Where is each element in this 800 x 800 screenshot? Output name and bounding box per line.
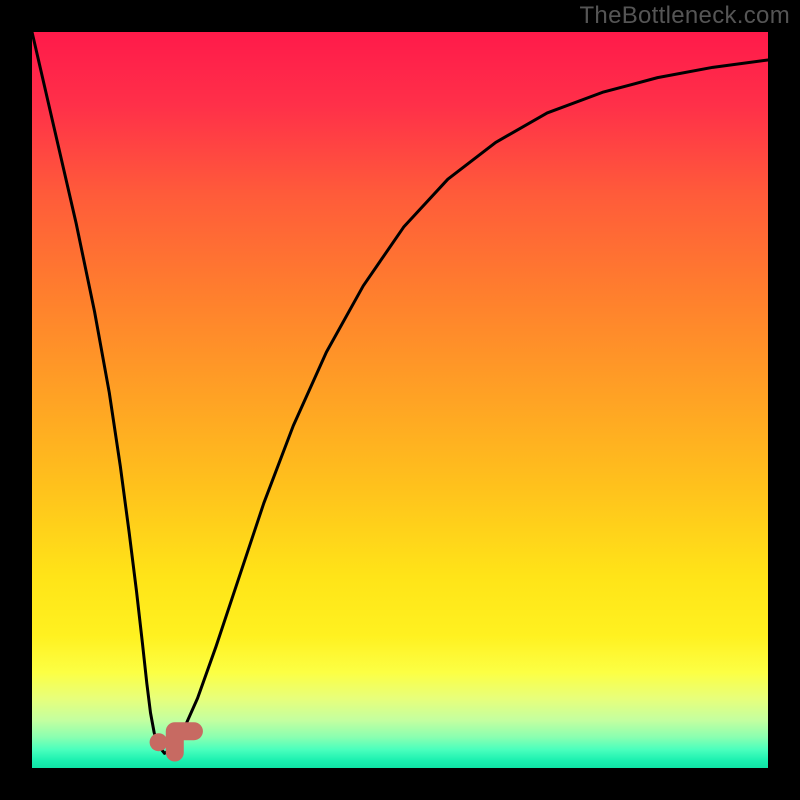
watermark-text: TheBottleneck.com: [579, 2, 790, 30]
plot-svg: [32, 32, 768, 768]
marker-dot: [150, 733, 168, 751]
bottleneck-plot: [32, 32, 768, 768]
gradient-background: [32, 32, 768, 768]
